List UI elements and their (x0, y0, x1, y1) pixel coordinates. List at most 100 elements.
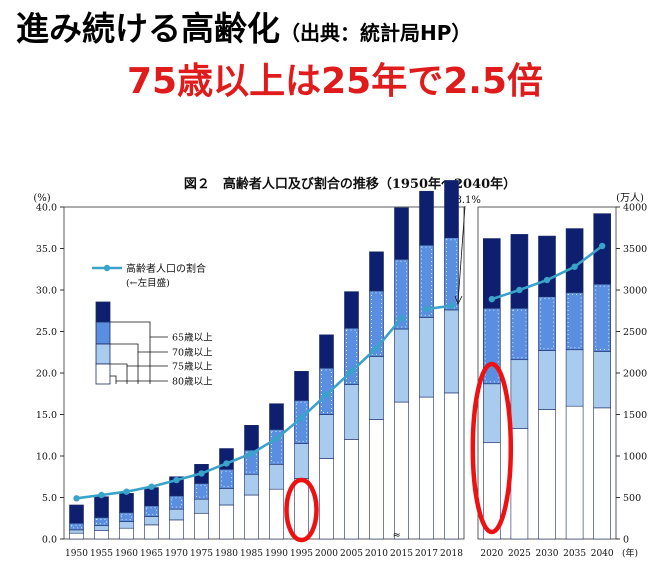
legend-bar-segment (95, 363, 111, 385)
bar-segment (444, 309, 459, 394)
ratio-point (98, 491, 105, 499)
bar-segment (510, 359, 529, 429)
x-unit-label: (年) (622, 547, 638, 559)
bar-segment (593, 407, 612, 540)
bar-segment (369, 419, 384, 540)
x-tick-label: 2017 (415, 549, 438, 559)
bar-segment (419, 190, 434, 246)
ratio-point (398, 315, 405, 322)
bar-pattern (196, 484, 207, 498)
bar-segment (194, 498, 209, 514)
y-right-tick-label: 2500 (623, 327, 647, 338)
ratio-point (543, 276, 551, 284)
bar-segment (538, 409, 556, 540)
x-tick-label: 1955 (90, 549, 113, 559)
bar-segment (538, 235, 556, 297)
y-left-tick-label: 5.0 (42, 493, 57, 504)
legend-ratio-marker (103, 264, 111, 272)
y-right-tick-label: 3500 (623, 244, 647, 255)
bar-segment (94, 525, 109, 531)
legend-bracket (110, 343, 139, 384)
bar-segment (169, 519, 184, 540)
legend-bracket (110, 363, 128, 384)
y-left-tick-label: 40.0 (36, 203, 57, 214)
x-tick-label: 1985 (240, 549, 263, 559)
y-left-tick-label: 15.0 (36, 410, 57, 421)
axis-break-mark: ≈ (393, 530, 401, 541)
bar-segment (194, 512, 209, 540)
bar-segment (419, 317, 434, 398)
y-left-tick-label: 10.0 (36, 452, 57, 463)
bar-pattern (146, 507, 157, 516)
bar-pattern (221, 470, 232, 487)
x-tick-label: 1995 (290, 549, 313, 559)
bar-pattern (346, 329, 357, 384)
highlight-ellipse-1995 (284, 477, 319, 543)
bar-segment (144, 524, 159, 540)
y-right-tick-label: 500 (623, 493, 641, 504)
y-right-tick-label: 1000 (623, 452, 647, 463)
bar-segment (394, 207, 409, 260)
ratio-point (173, 476, 180, 484)
legend-label: 70歳以上 (172, 347, 213, 359)
bar-segment (510, 428, 529, 540)
highlight-ellipse-2020 (470, 361, 514, 535)
legend-ratio-note: (←左目盛) (126, 277, 170, 289)
ratio-point (448, 302, 455, 309)
bar-segment (344, 384, 359, 440)
legend-bar-segment (95, 301, 111, 323)
bar-segment (565, 405, 584, 540)
bar-segment (538, 350, 556, 410)
bar-segment (269, 488, 284, 540)
y-right-tick-label: 2000 (623, 369, 647, 380)
bar-pattern (446, 239, 457, 309)
bar-segment (119, 527, 134, 540)
bar-segment (244, 473, 259, 496)
x-tick-label: 1950 (65, 549, 88, 559)
bar-segment (119, 493, 134, 513)
x-tick-label: 1975 (190, 549, 213, 559)
ratio-point (488, 295, 495, 303)
ratio-point (516, 286, 523, 294)
bar-segment (269, 463, 284, 490)
legend-bar-segment (95, 343, 111, 365)
x-tick-label: 1960 (115, 549, 138, 559)
x-tick-label: 2030 (536, 549, 559, 559)
y-left-tick-label: 30.0 (36, 286, 57, 297)
bar-pattern (321, 369, 332, 413)
bar-pattern (421, 246, 432, 316)
bar-segment (144, 487, 159, 507)
y-right-tick-label: 4000 (623, 203, 647, 214)
ratio-point (348, 368, 355, 375)
bar-pattern (96, 518, 107, 525)
x-tick-label: 2018 (440, 549, 463, 559)
bar-segment (219, 504, 234, 540)
bar-pattern (371, 292, 382, 355)
bar-segment (319, 334, 334, 369)
legend-bracket (110, 321, 151, 384)
x-tick-label: 1980 (215, 549, 238, 559)
ratio-point (423, 305, 430, 313)
legend-label: 65歳以上 (172, 332, 213, 344)
y-right-tick-label: 3000 (623, 286, 647, 297)
bar-segment (510, 307, 529, 361)
y-right-tick-label: 0 (623, 535, 629, 546)
x-tick-label: 2035 (563, 549, 586, 559)
ratio-point (123, 488, 130, 495)
bar-segment (319, 458, 334, 540)
bar-segment (244, 494, 259, 540)
bar-pattern (171, 497, 182, 508)
y-left-tick-label: 20.0 (36, 369, 57, 380)
ratio-point (373, 344, 380, 352)
bar-pattern (271, 430, 282, 463)
ratio-point (298, 414, 305, 422)
bar-segment (294, 371, 309, 401)
headline-source: （出典：統計局HP） (280, 21, 472, 45)
bar-segment (419, 396, 434, 540)
x-tick-label: 2015 (390, 549, 413, 559)
bar-segment (593, 351, 612, 409)
bar-segment (510, 234, 529, 309)
legend-bracket (110, 375, 117, 384)
bar-segment (69, 529, 84, 534)
legend-label: 80歳以上 (172, 376, 213, 388)
